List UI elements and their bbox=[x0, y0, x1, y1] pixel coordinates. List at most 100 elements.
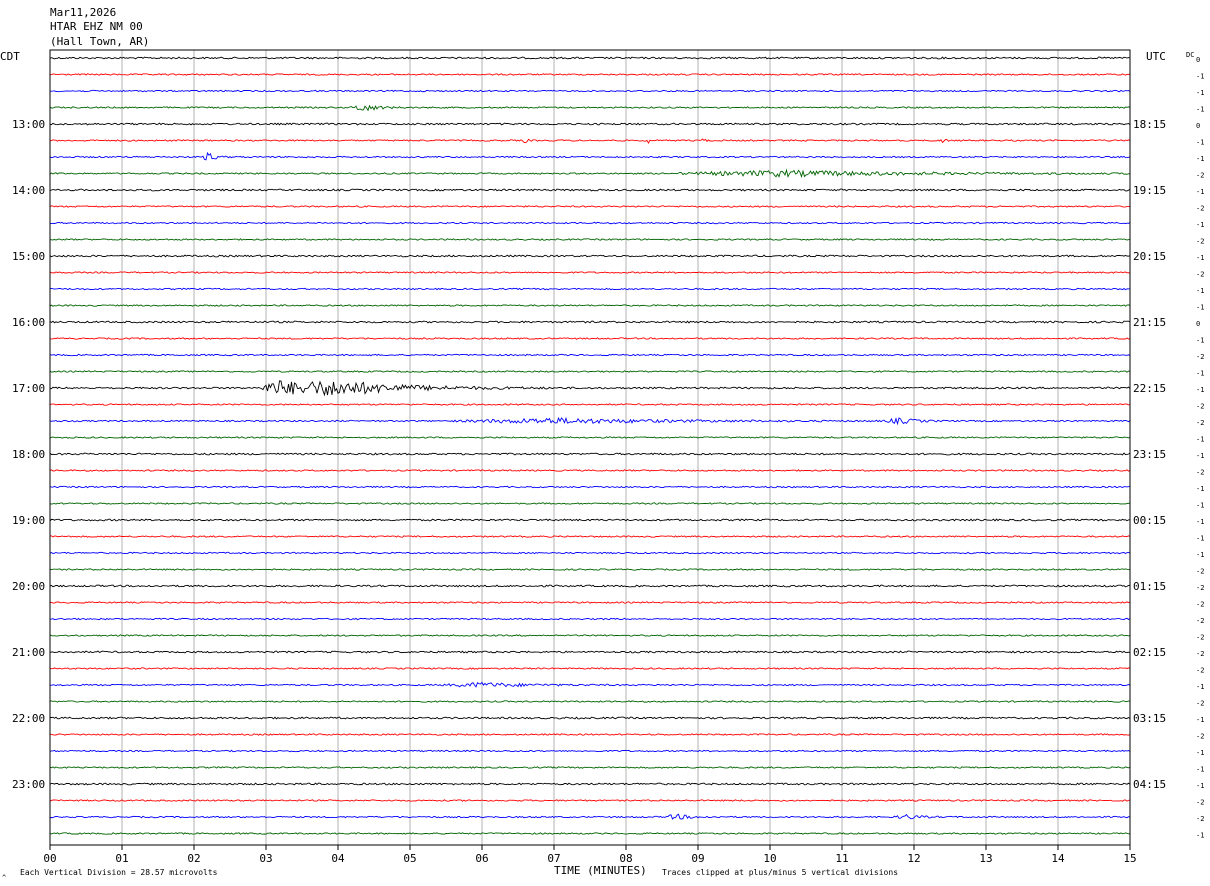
plot-frame bbox=[49, 49, 1131, 846]
dc-offset-label: -2 bbox=[1196, 667, 1204, 675]
trace-row bbox=[50, 700, 1131, 703]
dc-offset-label: -1 bbox=[1196, 436, 1204, 444]
dc-offset-label: -1 bbox=[1196, 716, 1204, 724]
x-tick-label: 05 bbox=[403, 852, 416, 865]
trace-row bbox=[49, 782, 1131, 786]
trace-row bbox=[49, 813, 1131, 820]
trace-row bbox=[49, 287, 1131, 291]
labels: 00 01 02 03 04 05 06 07 08 09 10 11 12 13 14 150-1-1-10… bbox=[12, 56, 1204, 865]
dc-offset-label: -2 bbox=[1196, 271, 1204, 279]
x-tick-label: 08 bbox=[619, 852, 632, 865]
dc-offset-label: -2 bbox=[1196, 617, 1204, 625]
trace-row bbox=[49, 353, 1131, 357]
left-hour-label: 19:00 bbox=[12, 514, 45, 527]
trace-row bbox=[49, 104, 1131, 112]
trace-row bbox=[49, 716, 1131, 720]
header-location: (Hall Town, AR) bbox=[50, 35, 149, 48]
trace-row bbox=[49, 452, 1131, 456]
trace-row bbox=[49, 337, 1131, 340]
trace-row bbox=[49, 617, 1131, 621]
dc-offset-label: -2 bbox=[1196, 469, 1204, 477]
scale-note: Each Vertical Division = 28.57 microvolt… bbox=[20, 868, 218, 877]
dc-offset-label: -1 bbox=[1196, 254, 1204, 262]
dc-offset-label: -1 bbox=[1196, 683, 1204, 691]
x-tick-label: 09 bbox=[691, 852, 704, 865]
trace-row bbox=[49, 188, 1131, 192]
trace-row bbox=[49, 634, 1131, 637]
x-tick-label: 14 bbox=[1051, 852, 1065, 865]
dc-offset-label: -1 bbox=[1196, 106, 1204, 114]
dc-offset-label: -1 bbox=[1196, 287, 1204, 295]
dc-offset-label: -2 bbox=[1196, 815, 1204, 823]
header-station: HTAR EHZ NM 00 bbox=[50, 20, 143, 33]
trace-row bbox=[49, 535, 1131, 538]
trace-row bbox=[49, 320, 1131, 324]
trace-row bbox=[49, 168, 1131, 179]
traces bbox=[49, 56, 1131, 835]
right-hour-label: 00:15 bbox=[1133, 514, 1166, 527]
x-tick-label: 10 bbox=[763, 852, 776, 865]
left-hour-label: 13:00 bbox=[12, 118, 45, 131]
trace-row bbox=[49, 518, 1131, 522]
x-tick-label: 15 bbox=[1123, 852, 1136, 865]
trace-row bbox=[49, 832, 1131, 835]
dc-offset-label: -1 bbox=[1196, 766, 1204, 774]
left-hour-label: 21:00 bbox=[12, 646, 45, 659]
trace-row bbox=[49, 151, 1131, 161]
dc-offset-label: -2 bbox=[1196, 205, 1204, 213]
dc-offset-label: -1 bbox=[1196, 221, 1204, 229]
x-tick-label: 07 bbox=[547, 852, 560, 865]
x-tick-label: 13 bbox=[979, 852, 992, 865]
dc-offset-label: -1 bbox=[1196, 749, 1204, 757]
trace-row bbox=[49, 73, 1131, 76]
x-tick-label: 04 bbox=[331, 852, 345, 865]
left-hour-label: 17:00 bbox=[12, 382, 45, 395]
x-tick-label: 00 bbox=[43, 852, 56, 865]
right-hour-label: 02:15 bbox=[1133, 646, 1166, 659]
dc-offset-label: -1 bbox=[1196, 551, 1204, 559]
corner-mark: ^ bbox=[2, 874, 6, 882]
trace-row bbox=[49, 485, 1131, 489]
dc-offset-label: -1 bbox=[1196, 518, 1204, 526]
trace-row bbox=[49, 469, 1131, 472]
trace-row bbox=[49, 749, 1131, 753]
dc-offset-label: -2 bbox=[1196, 650, 1204, 658]
trace-row bbox=[49, 502, 1131, 505]
dc-offset-label: 0 bbox=[1196, 56, 1200, 64]
x-tick-label: 02 bbox=[187, 852, 200, 865]
dc-offset-label: -1 bbox=[1196, 89, 1204, 97]
dc-offset-label: -2 bbox=[1196, 238, 1204, 246]
x-tick-label: 12 bbox=[907, 852, 920, 865]
dc-offset-label: 0 bbox=[1196, 122, 1200, 130]
right-hour-label: 19:15 bbox=[1133, 184, 1166, 197]
dc-offset-label: -1 bbox=[1196, 337, 1204, 345]
trace-row bbox=[49, 584, 1130, 588]
right-hour-label: 18:15 bbox=[1133, 118, 1166, 131]
left-hour-label: 14:00 bbox=[12, 184, 45, 197]
x-tick-label: 11 bbox=[835, 852, 848, 865]
left-hour-label: 15:00 bbox=[12, 250, 45, 263]
dc-offset-label: -1 bbox=[1196, 370, 1204, 378]
trace-row bbox=[49, 370, 1131, 373]
trace-row bbox=[49, 221, 1131, 225]
dc-offset-label: -1 bbox=[1196, 155, 1204, 163]
dc-offset-label: -1 bbox=[1196, 304, 1204, 312]
dc-offset-label: -1 bbox=[1196, 832, 1204, 840]
dc-offset-label: -2 bbox=[1196, 172, 1204, 180]
left-hour-label: 23:00 bbox=[12, 778, 45, 791]
trace-row bbox=[49, 681, 1131, 688]
trace-row bbox=[49, 551, 1131, 555]
trace-row bbox=[49, 403, 1131, 406]
x-axis-label: TIME (MINUTES) bbox=[554, 864, 647, 877]
left-hour-label: 18:00 bbox=[12, 448, 45, 461]
trace-row bbox=[49, 436, 1131, 439]
trace-row bbox=[49, 766, 1131, 769]
dc-offset-label: -2 bbox=[1196, 403, 1204, 411]
dc-offset-label: -1 bbox=[1196, 485, 1204, 493]
left-timezone-label: CDT bbox=[0, 50, 20, 63]
trace-row bbox=[49, 304, 1131, 307]
dc-offset-label: -1 bbox=[1196, 452, 1204, 460]
left-hour-label: 16:00 bbox=[12, 316, 45, 329]
right-hour-label: 04:15 bbox=[1133, 778, 1166, 791]
